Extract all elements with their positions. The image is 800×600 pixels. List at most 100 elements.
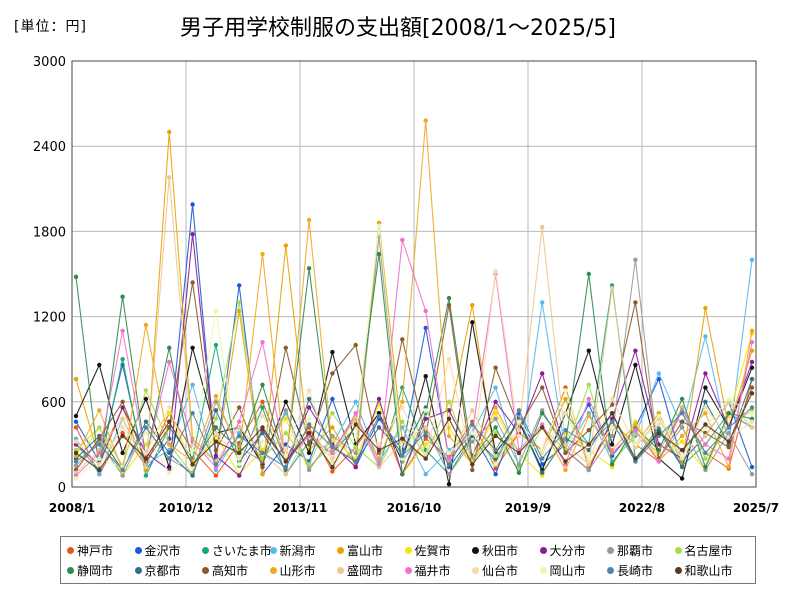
- legend-label: 大分市: [549, 543, 586, 558]
- legend-swatch: [404, 546, 412, 554]
- data-point: [306, 388, 312, 393]
- data-point: [540, 300, 545, 305]
- legend-label: さいたま市: [212, 543, 272, 558]
- y-tick-label: 0: [58, 481, 66, 496]
- data-point: [563, 450, 568, 456]
- data-point: [213, 408, 219, 413]
- data-point: [726, 411, 731, 416]
- data-point: [609, 286, 615, 291]
- data-point: [120, 405, 125, 410]
- data-point: [400, 472, 405, 477]
- data-point: [726, 464, 731, 470]
- data-point: [703, 305, 708, 311]
- y-tick-label: 1800: [33, 225, 66, 240]
- data-point: [656, 430, 661, 436]
- data-point: [283, 472, 288, 477]
- data-point: [283, 416, 288, 421]
- data-point: [73, 450, 79, 456]
- data-point: [330, 459, 335, 464]
- data-point: [633, 348, 638, 353]
- data-point: [190, 473, 195, 478]
- line-chart: 0 600 1200 1800 2400 3000 2008/1 2010/12 2013/11…: [33, 55, 779, 515]
- data-point: [190, 382, 195, 387]
- legend-swatch: [337, 546, 344, 554]
- series-group: [73, 391, 755, 473]
- data-point: [446, 472, 452, 477]
- data-point: [470, 320, 475, 325]
- legend-swatch: [404, 566, 412, 574]
- legend-item: 静岡市: [67, 560, 135, 580]
- data-point: [283, 459, 288, 464]
- legend-item: 神戸市: [67, 540, 135, 560]
- data-point: [749, 425, 755, 430]
- data-point: [213, 342, 219, 348]
- data-point: [260, 382, 265, 387]
- data-point: [703, 422, 708, 427]
- data-point: [679, 476, 685, 481]
- data-point: [190, 411, 195, 416]
- data-point: [97, 408, 102, 413]
- data-point: [143, 442, 149, 447]
- data-point: [376, 442, 382, 447]
- data-point: [540, 371, 545, 376]
- data-point: [213, 453, 219, 458]
- data-point: [167, 405, 172, 410]
- data-point: [330, 371, 335, 376]
- data-point: [540, 385, 545, 390]
- data-point: [516, 408, 522, 413]
- series-line: [75, 234, 753, 477]
- data-point: [213, 393, 219, 399]
- data-point: [656, 413, 661, 419]
- data-point: [400, 405, 405, 410]
- data-point: [237, 473, 242, 478]
- data-point: [73, 413, 79, 419]
- legend-item: 盛岡市: [337, 560, 405, 580]
- legend-label: 神戸市: [77, 543, 114, 558]
- legend-swatch: [134, 546, 142, 554]
- series-line: [75, 322, 753, 485]
- data-point: [446, 303, 452, 308]
- data-point: [167, 456, 172, 461]
- data-point: [306, 405, 312, 410]
- data-point: [283, 464, 288, 470]
- data-point: [609, 433, 615, 439]
- data-point: [703, 411, 708, 416]
- data-point: [167, 425, 172, 430]
- data-point: [213, 308, 219, 314]
- data-point: [376, 251, 382, 257]
- data-point: [73, 439, 79, 444]
- series-line: [75, 407, 753, 471]
- data-point: [563, 459, 568, 464]
- data-point: [703, 334, 708, 339]
- data-point: [540, 224, 545, 230]
- data-point: [73, 425, 79, 430]
- legend-item: 福井市: [404, 560, 473, 580]
- legend-swatch: [472, 546, 479, 554]
- data-point: [446, 433, 452, 439]
- data-point: [516, 433, 522, 439]
- data-point: [563, 467, 568, 473]
- data-point: [493, 365, 498, 370]
- data-point: [493, 462, 498, 467]
- legend-label: 新潟市: [279, 543, 316, 558]
- data-point: [726, 430, 731, 436]
- data-point: [516, 470, 522, 475]
- data-point: [703, 371, 708, 376]
- data-point: [260, 450, 265, 456]
- data-point: [167, 129, 172, 135]
- data-point: [306, 217, 312, 223]
- data-point: [330, 445, 335, 450]
- data-point: [167, 470, 172, 475]
- data-point: [679, 464, 685, 470]
- data-point: [120, 467, 125, 473]
- data-point: [260, 413, 265, 419]
- data-point: [143, 322, 149, 328]
- data-point: [237, 462, 242, 467]
- data-point: [143, 430, 149, 436]
- data-point: [516, 419, 522, 424]
- data-point: [586, 442, 591, 447]
- data-point: [213, 416, 219, 421]
- data-point: [73, 476, 79, 481]
- data-point: [703, 433, 708, 439]
- data-point: [749, 385, 755, 390]
